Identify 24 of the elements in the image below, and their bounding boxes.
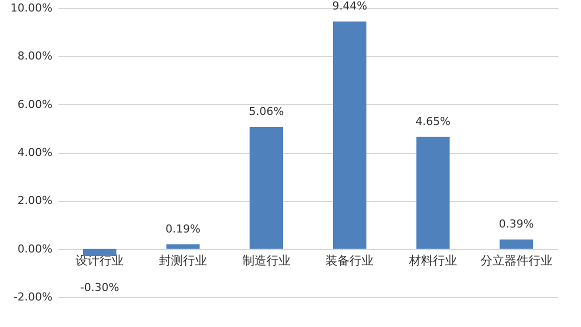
data-label: 0.39% (498, 217, 534, 230)
x-tick-label: 制造行业 (242, 253, 290, 268)
bar (166, 244, 200, 249)
y-tick-label: -2.00% (14, 290, 52, 304)
data-label: -0.30% (80, 281, 120, 294)
x-tick-label: 材料行业 (408, 253, 457, 268)
x-tick-label: 封测行业 (159, 253, 207, 268)
y-tick-label: 2.00% (18, 194, 52, 208)
y-tick-label: 10.00% (10, 2, 52, 14)
bar (500, 239, 533, 249)
bar (416, 136, 450, 249)
bar (333, 21, 366, 249)
data-label: 9.44% (332, 0, 368, 12)
y-tick-label: 8.00% (18, 50, 52, 63)
bar (83, 248, 116, 256)
x-tick-label: 装备行业 (326, 253, 374, 268)
bar (250, 126, 283, 249)
data-label: 4.65% (416, 114, 450, 128)
y-tick-label: 6.00% (18, 98, 52, 111)
data-label: 5.06% (248, 104, 284, 118)
y-tick-label: 4.00% (18, 146, 52, 159)
y-tick-label: 0.00% (18, 242, 52, 256)
x-tick-label: 分立器件行业 (480, 253, 552, 268)
data-label: 0.19% (166, 222, 200, 236)
